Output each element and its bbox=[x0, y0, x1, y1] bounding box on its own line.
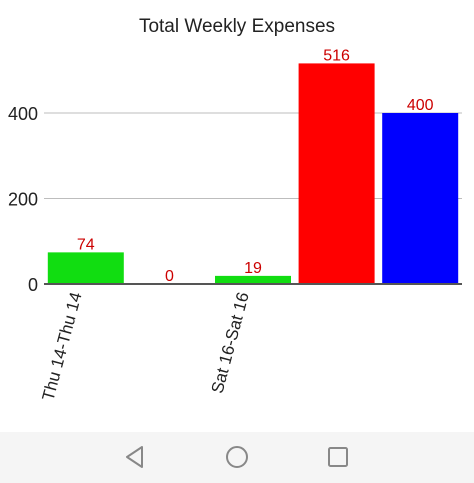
bar-value-label: 400 bbox=[407, 97, 434, 114]
recents-square-icon[interactable] bbox=[323, 442, 353, 472]
bar-value-label: 516 bbox=[323, 47, 350, 64]
bar bbox=[215, 275, 291, 284]
bar-value-label: 19 bbox=[244, 260, 262, 277]
chart-title: Total Weekly Expenses bbox=[139, 16, 335, 37]
x-tick-label: Thu 14-Thu 14 bbox=[38, 290, 85, 403]
bar-chart: Total Weekly Expenses 0 200 400 74 0 19 516 40… bbox=[8, 16, 462, 403]
bar-value-label: 74 bbox=[77, 236, 95, 253]
y-axis-ticks: 0 200 400 bbox=[8, 104, 38, 295]
bar bbox=[298, 63, 375, 284]
bars bbox=[47, 63, 459, 284]
navigation-bar bbox=[0, 432, 474, 483]
y-tick-label: 0 bbox=[28, 275, 38, 295]
bar bbox=[47, 252, 124, 284]
back-triangle-icon[interactable] bbox=[120, 442, 150, 472]
y-tick-label: 400 bbox=[8, 104, 38, 124]
bar bbox=[382, 113, 459, 284]
bar-value-label: 0 bbox=[165, 268, 174, 285]
y-tick-label: 200 bbox=[8, 190, 38, 210]
home-circle-icon[interactable] bbox=[222, 442, 252, 472]
value-labels: 74 0 19 516 400 bbox=[77, 47, 434, 285]
x-tick-label: Sat 16-Sat 16 bbox=[208, 290, 253, 395]
x-axis-labels: Thu 14-Thu 14 Sat 16-Sat 16 bbox=[38, 290, 252, 403]
